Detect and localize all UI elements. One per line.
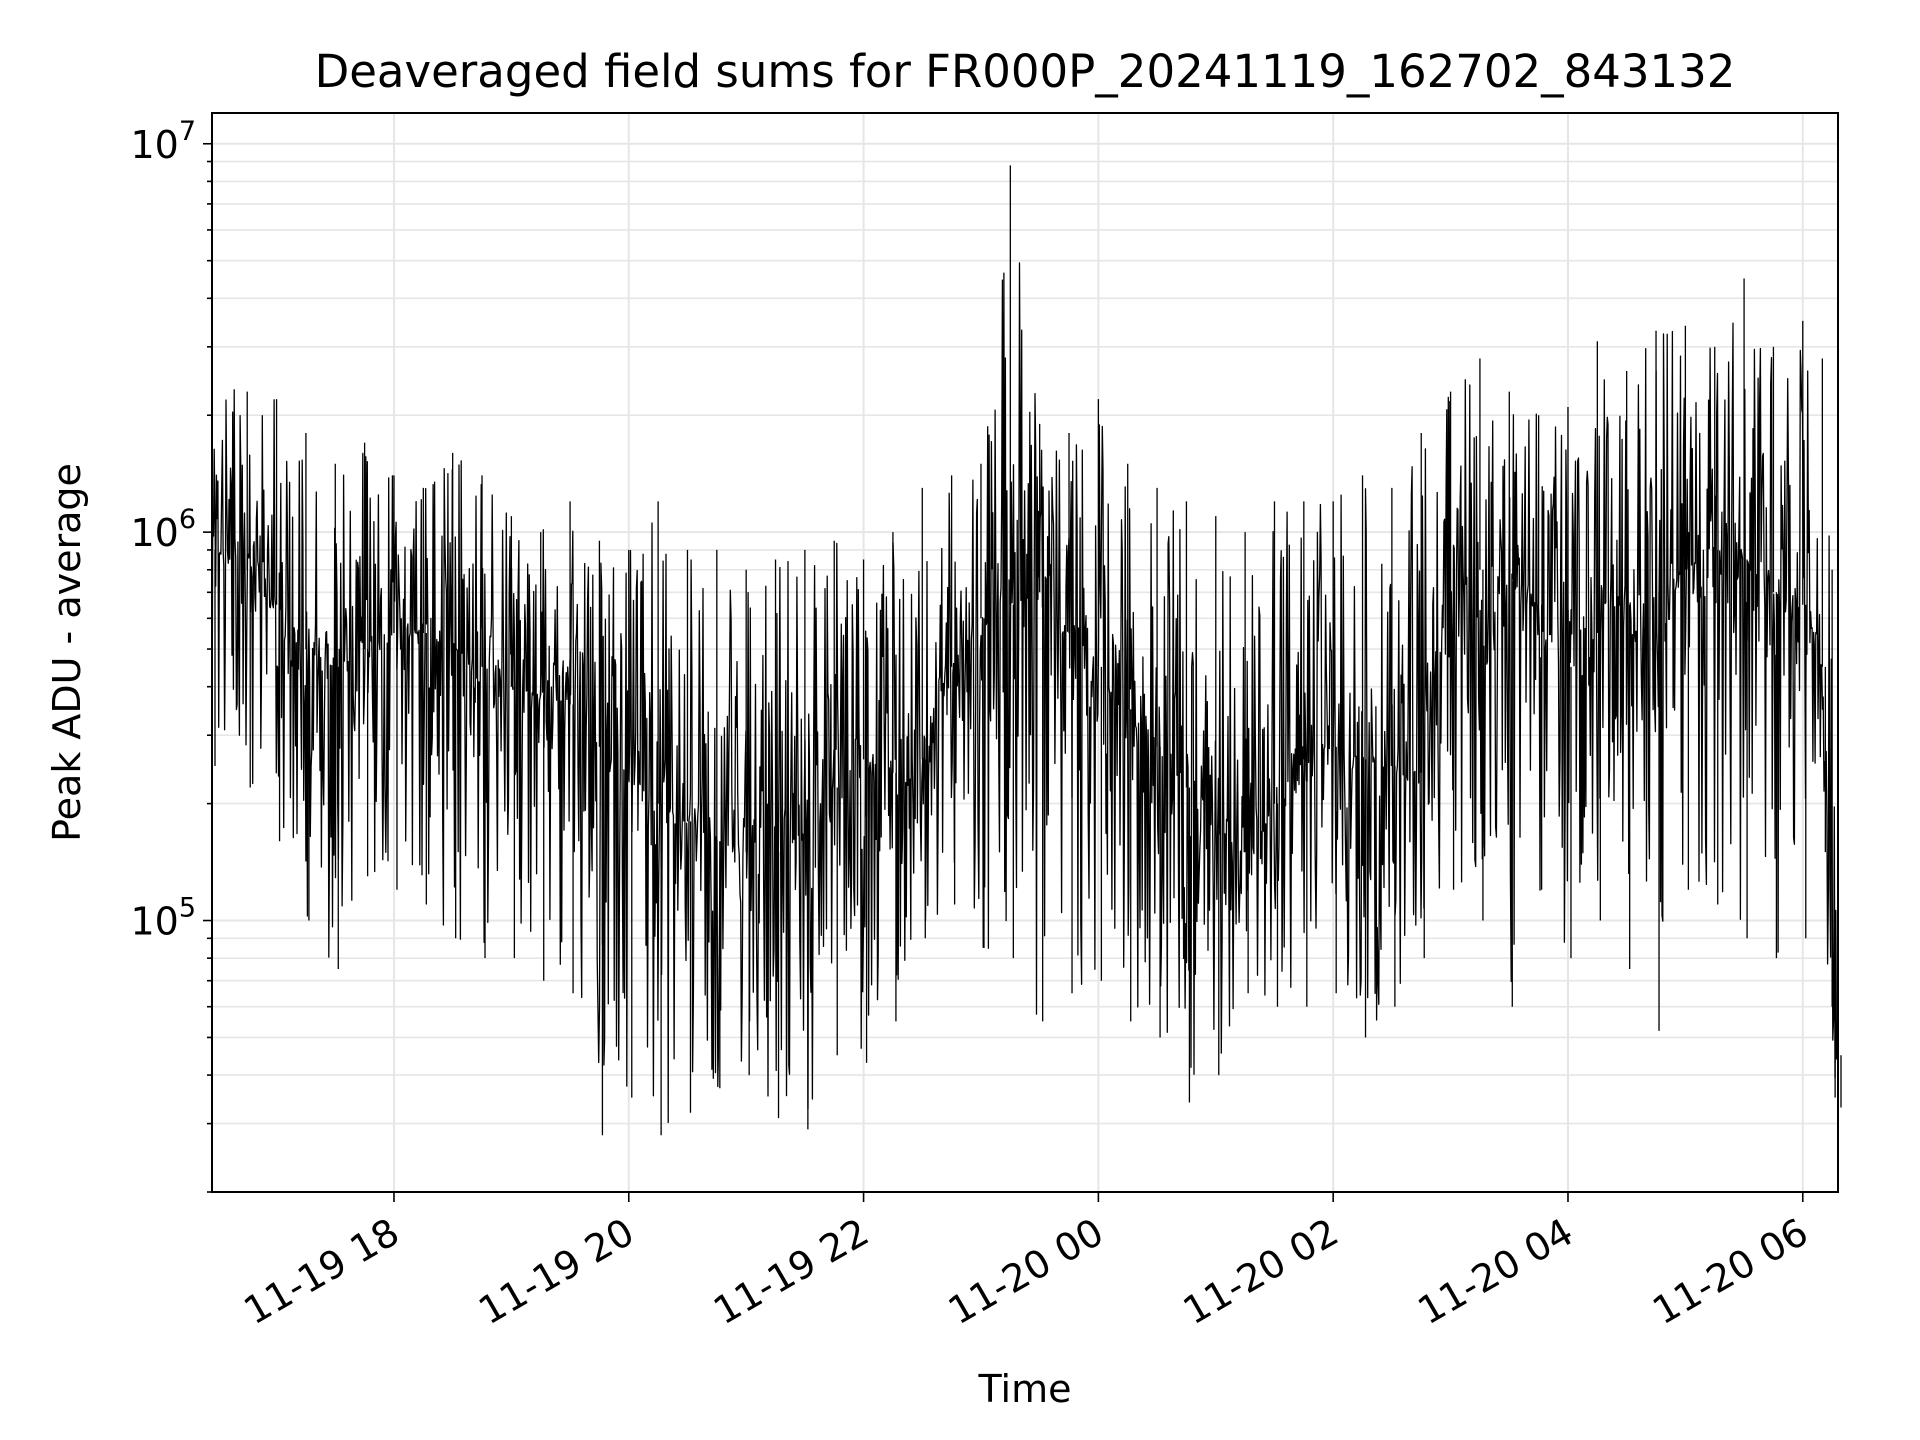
x-axis-label: Time bbox=[978, 1367, 1072, 1411]
y-tick-label: 106 bbox=[130, 504, 196, 555]
y-tick-label-base: 10 bbox=[130, 511, 178, 555]
x-tick-label: 11-20 00 bbox=[941, 1210, 1111, 1334]
series-trace bbox=[211, 262, 1839, 1124]
data-series-line bbox=[211, 165, 1842, 1136]
x-tick-label: 11-19 20 bbox=[471, 1210, 641, 1334]
x-tick-label: 11-19 18 bbox=[237, 1210, 407, 1334]
x-axis: 11-19 18 11-19 20 11-19 22 11-20 00 11-20 02… bbox=[237, 1192, 1815, 1334]
y-tick-label: 107 bbox=[130, 116, 196, 167]
y-tick-label: 105 bbox=[130, 893, 196, 944]
y-tick-label-exponent: 6 bbox=[179, 504, 196, 535]
y-tick-label-exponent: 5 bbox=[179, 893, 196, 924]
chart-title: Deaveraged field sums for FR000P_2024111… bbox=[315, 45, 1736, 98]
x-tick-label: 11-19 22 bbox=[706, 1210, 876, 1334]
y-tick-label-base: 10 bbox=[130, 123, 178, 167]
x-tick-label: 11-20 02 bbox=[1176, 1210, 1346, 1334]
y-axis-label: Peak ADU - average bbox=[45, 463, 89, 842]
x-tick-label: 11-20 04 bbox=[1411, 1210, 1581, 1334]
plot-frame bbox=[211, 112, 1839, 1193]
x-tick-label: 11-20 06 bbox=[1645, 1210, 1815, 1334]
y-tick-label-base: 10 bbox=[130, 900, 178, 944]
y-tick-label-exponent: 7 bbox=[179, 116, 196, 147]
